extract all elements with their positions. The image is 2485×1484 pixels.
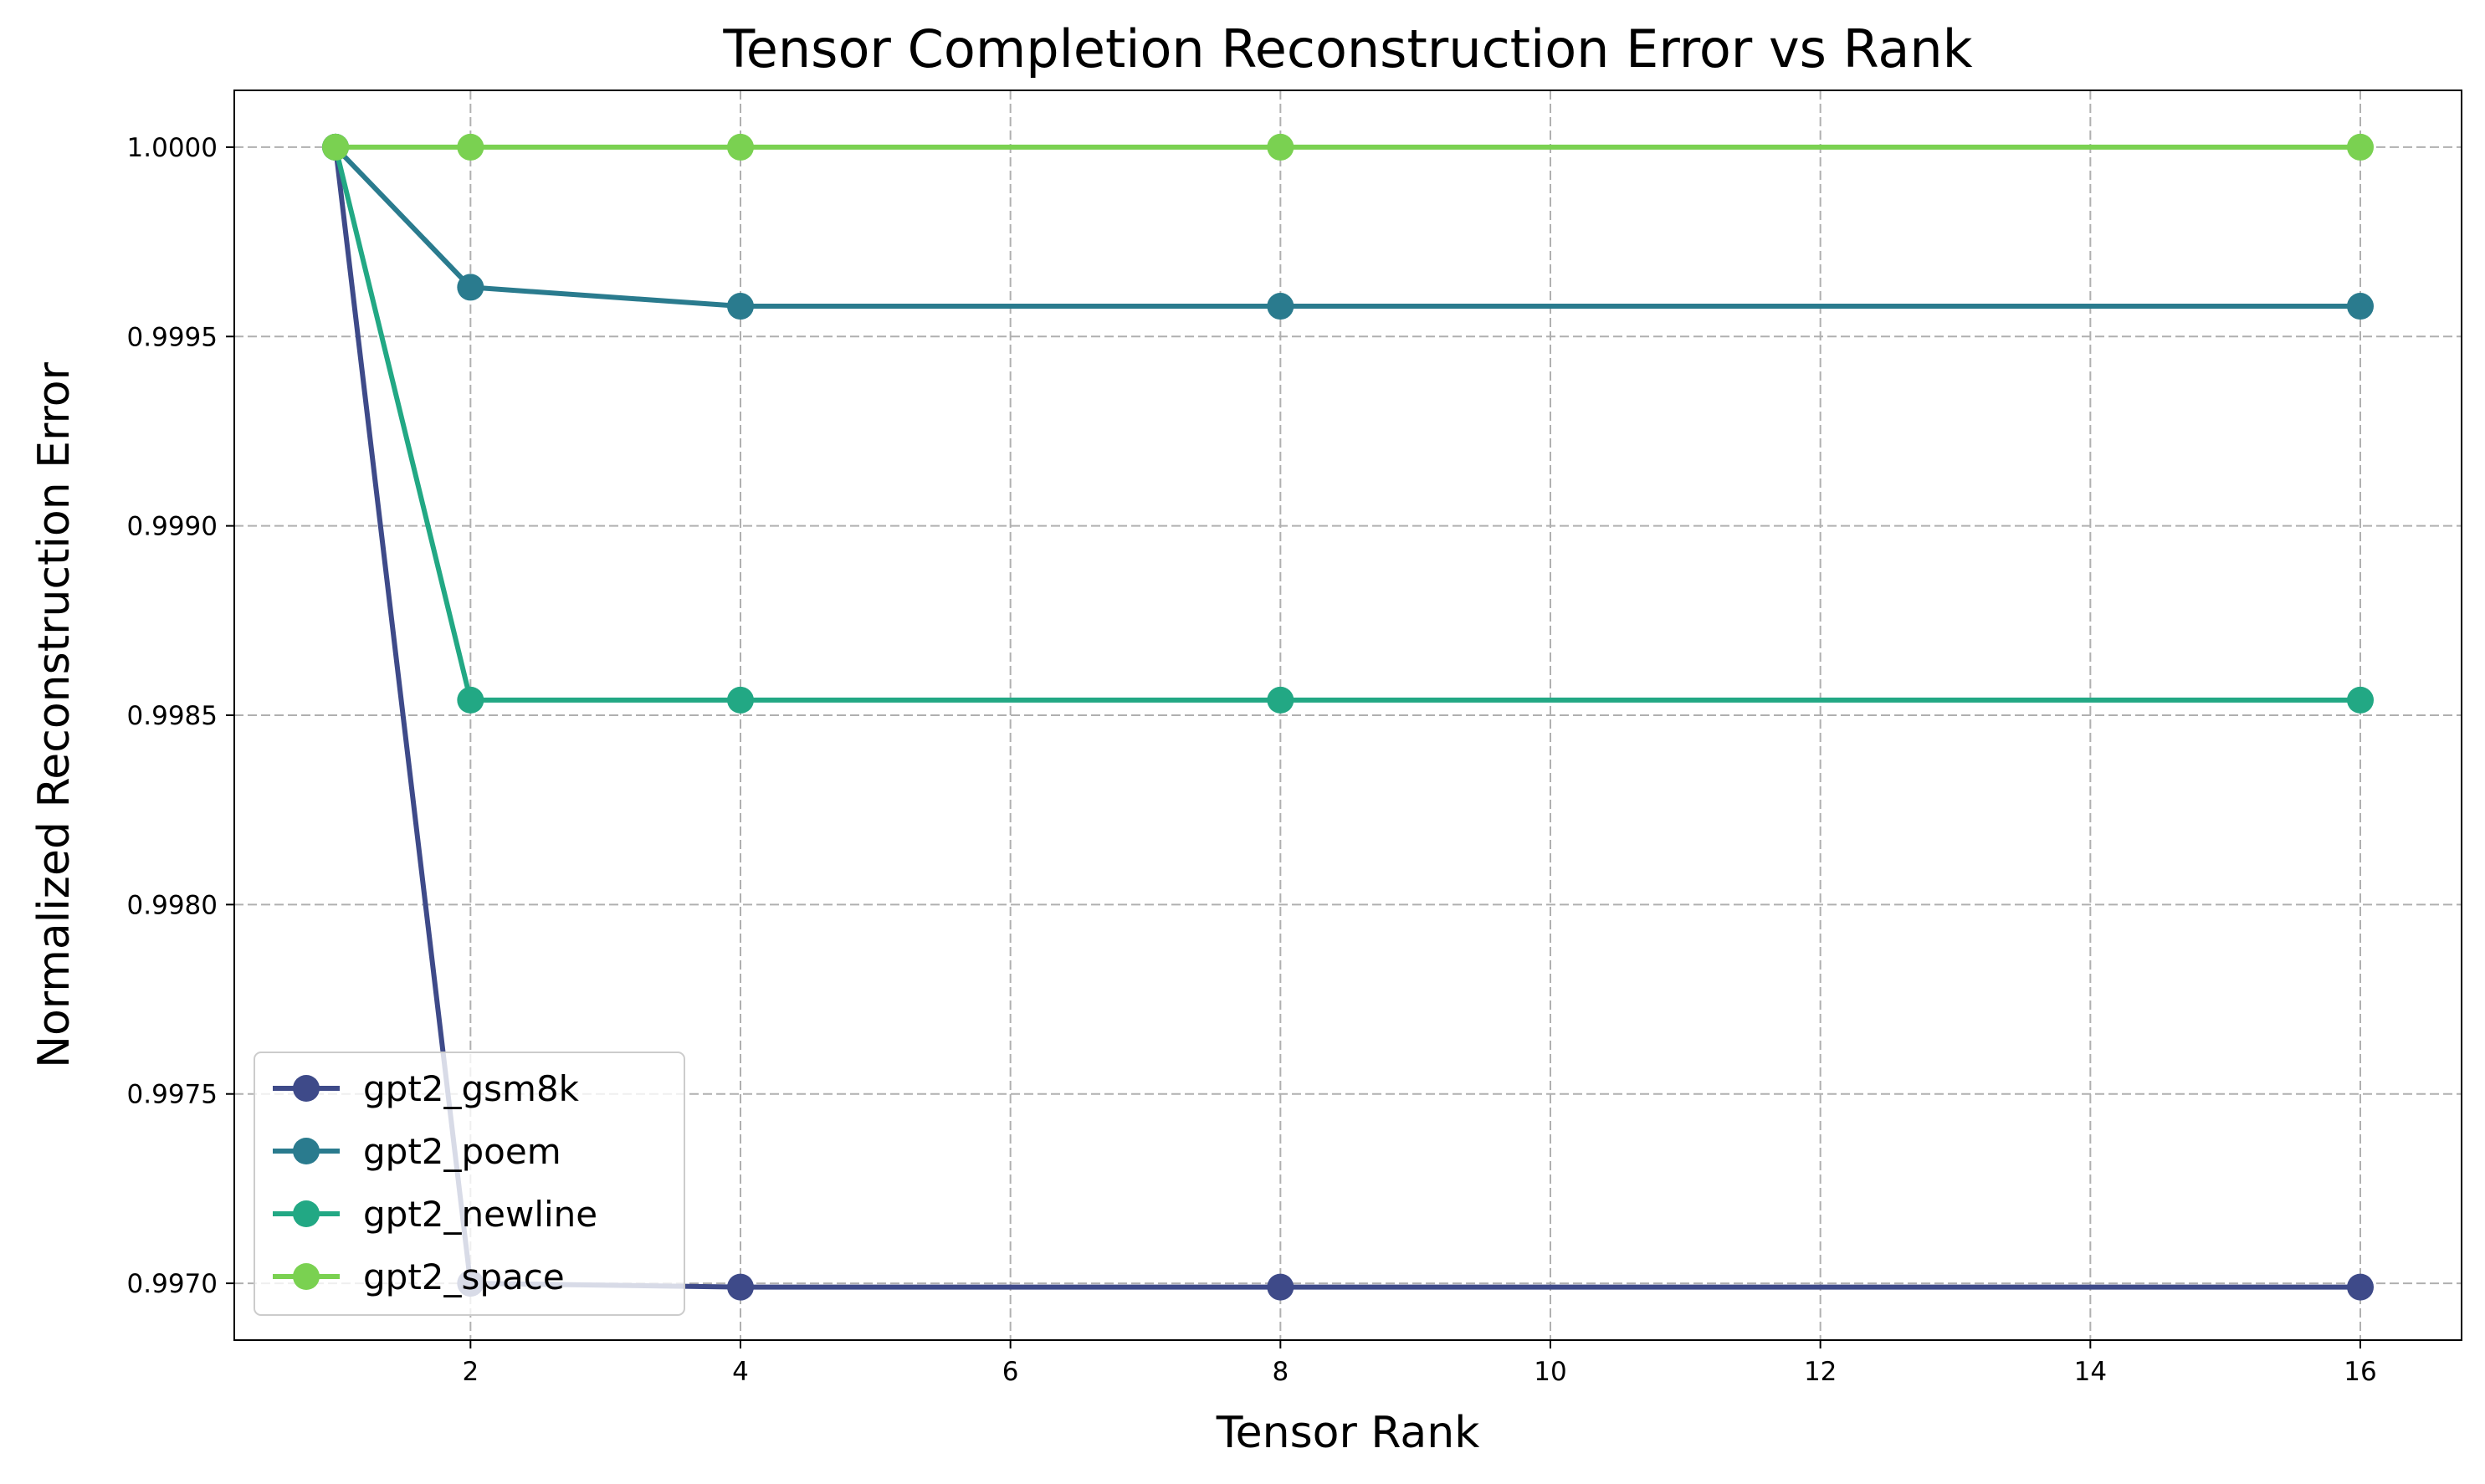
x-axis-title: Tensor Rank [1216, 1408, 1480, 1458]
data-point [727, 133, 754, 161]
x-tick-label: 10 [1534, 1357, 1566, 1387]
x-tick-label: 6 [1002, 1357, 1019, 1387]
data-point [2347, 133, 2374, 161]
data-point [1267, 293, 1294, 320]
data-point [322, 133, 349, 161]
data-point [457, 133, 484, 161]
y-tick-label: 0.9990 [127, 512, 218, 542]
y-tick-label: 0.9995 [127, 322, 218, 352]
legend-marker [293, 1138, 320, 1164]
y-tick-label: 0.9975 [127, 1080, 218, 1110]
x-tick-label: 14 [2074, 1357, 2107, 1387]
x-tick-label: 12 [1804, 1357, 1837, 1387]
data-point [727, 686, 754, 714]
legend-item-gpt2_gsm8k: gpt2_gsm8k [273, 1068, 580, 1109]
data-point [2347, 686, 2374, 714]
y-tick-label: 1.0000 [127, 133, 218, 163]
data-point [457, 686, 484, 714]
y-tick-label: 0.9970 [127, 1269, 218, 1299]
y-axis-ticks: 0.9970 0.9975 0.9980 0.9985 0.9990 0.9995 1.00… [127, 133, 234, 1299]
data-point [1267, 133, 1294, 161]
chart-title: Tensor Completion Reconstruction Error v… [722, 18, 1972, 79]
x-tick-label: 16 [2344, 1357, 2376, 1387]
y-tick-label: 0.9985 [127, 701, 218, 731]
legend-label: gpt2_poem [363, 1131, 561, 1172]
legend-item-gpt2_newline: gpt2_newline [273, 1194, 597, 1235]
x-tick-label: 8 [1272, 1357, 1289, 1387]
data-point [2347, 293, 2374, 320]
data-point [457, 274, 484, 301]
legend-box [254, 1052, 685, 1316]
legend-marker [293, 1075, 320, 1102]
legend-marker [293, 1200, 320, 1227]
legend-label: gpt2_gsm8k [363, 1068, 580, 1109]
y-axis-title: Normalized Reconstruction Error [29, 361, 79, 1067]
y-tick-label: 0.9980 [127, 890, 218, 920]
data-point [727, 293, 754, 320]
data-point [1267, 686, 1294, 714]
legend: gpt2_gsm8k gpt2_poem gpt2_newline gpt2_spac… [254, 1052, 685, 1316]
data-point [1267, 1273, 1294, 1301]
data-point [2347, 1273, 2374, 1301]
legend-marker [293, 1263, 320, 1290]
data-point [727, 1273, 754, 1301]
legend-label: gpt2_space [363, 1256, 565, 1297]
series-gpt2_space [322, 133, 2374, 161]
legend-label: gpt2_newline [363, 1194, 597, 1235]
series-group [322, 133, 2374, 1301]
x-tick-label: 4 [732, 1357, 749, 1387]
x-axis-ticks: 2 4 6 8 10 12 14 16 [462, 1340, 2377, 1387]
x-tick-label: 2 [462, 1357, 479, 1387]
legend-item-gpt2_poem: gpt2_poem [273, 1131, 561, 1172]
legend-item-gpt2_space: gpt2_space [273, 1256, 565, 1297]
